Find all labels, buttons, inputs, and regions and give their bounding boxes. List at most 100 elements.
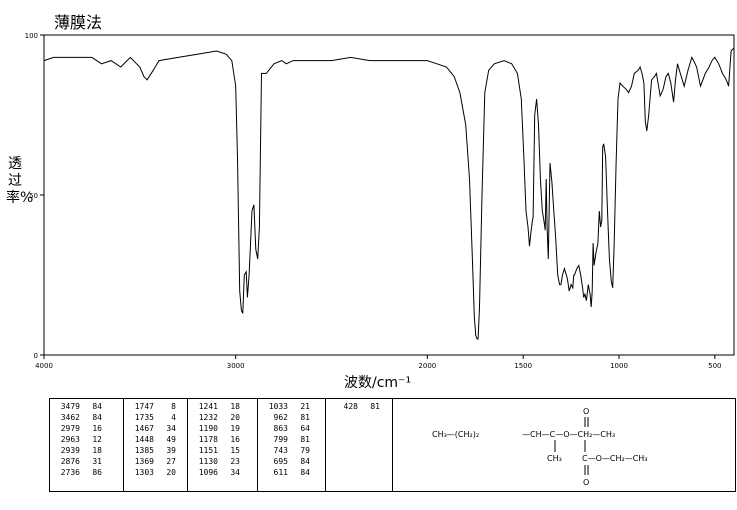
peak-transmittance: 4 bbox=[171, 413, 176, 422]
x-tick-label: 1500 bbox=[514, 362, 532, 370]
peak-transmittance: 84 bbox=[92, 413, 102, 422]
peak-wavenumber: 1735 bbox=[134, 413, 154, 422]
peak-column: 1241 18 1232 20 1190 19 1178 16 1151 15 1130 23 1096… bbox=[192, 401, 240, 478]
peak-wavenumber: 2979 bbox=[60, 424, 80, 433]
peak-row: 2963 12 bbox=[54, 434, 102, 445]
peak-row: 2876 31 bbox=[54, 456, 102, 467]
peak-wavenumber: 3462 bbox=[60, 413, 80, 422]
peak-row: 1241 18 bbox=[192, 401, 240, 412]
peak-transmittance: 19 bbox=[230, 424, 240, 433]
peak-row: 1130 23 bbox=[192, 456, 240, 467]
peak-transmittance: 12 bbox=[92, 435, 102, 444]
peak-wavenumber: 1033 bbox=[268, 402, 288, 411]
x-tick-label: 2000 bbox=[418, 362, 436, 370]
x-tick-label: 4000 bbox=[35, 362, 53, 370]
peak-transmittance: 64 bbox=[300, 424, 310, 433]
peak-row: 1467 34 bbox=[128, 423, 176, 434]
peak-column: 1033 21 962 81 863 64 799 81 743 79 695 84 611 84 bbox=[262, 401, 310, 478]
peak-wavenumber: 1151 bbox=[198, 446, 218, 455]
peak-row: 743 79 bbox=[262, 445, 310, 456]
peak-wavenumber: 863 bbox=[273, 424, 288, 433]
peak-row: 3479 84 bbox=[54, 401, 102, 412]
peak-row: 611 84 bbox=[262, 467, 310, 478]
x-tick-label: 500 bbox=[708, 362, 721, 370]
carbonyl-oxygen-top: O bbox=[583, 407, 589, 416]
peak-row: 1385 39 bbox=[128, 445, 176, 456]
x-axis-label: 波数/cm⁻¹ bbox=[344, 375, 412, 391]
peak-row: 3462 84 bbox=[54, 412, 102, 423]
peak-transmittance: 84 bbox=[300, 468, 310, 477]
peak-transmittance: 81 bbox=[300, 435, 310, 444]
peak-wavenumber: 1303 bbox=[134, 468, 154, 477]
peak-wavenumber: 611 bbox=[273, 468, 288, 477]
y-tick-label: 0 bbox=[34, 352, 38, 360]
peak-transmittance: 20 bbox=[230, 413, 240, 422]
peak-wavenumber: 1385 bbox=[134, 446, 154, 455]
peak-row: 1033 21 bbox=[262, 401, 310, 412]
peak-wavenumber: 1178 bbox=[198, 435, 218, 444]
peak-transmittance: 49 bbox=[166, 435, 176, 444]
y-tick-label: 50 bbox=[29, 192, 38, 200]
peak-row: 428 81 bbox=[332, 401, 380, 412]
peak-transmittance: 39 bbox=[166, 446, 176, 455]
peak-wavenumber: 1241 bbox=[198, 402, 218, 411]
peak-wavenumber: 428 bbox=[343, 402, 358, 411]
peak-row: 2736 86 bbox=[54, 467, 102, 478]
peak-transmittance: 86 bbox=[92, 468, 102, 477]
peak-wavenumber: 962 bbox=[273, 413, 288, 422]
peak-transmittance: 18 bbox=[230, 402, 240, 411]
peak-row: 962 81 bbox=[262, 412, 310, 423]
chain-left: CH₃—(CH₂)₂ bbox=[432, 430, 479, 439]
chart-title: 薄膜法 bbox=[54, 13, 103, 32]
ir-spectrum-chart: 4000 3000 2000 1500 1000 500 0 50 100 bbox=[25, 32, 735, 370]
peak-wavenumber: 1369 bbox=[134, 457, 154, 466]
peak-wavenumber: 1096 bbox=[198, 468, 218, 477]
peak-transmittance: 18 bbox=[92, 446, 102, 455]
peak-wavenumber: 2939 bbox=[60, 446, 80, 455]
peak-wavenumber: 2876 bbox=[60, 457, 80, 466]
peak-transmittance: 79 bbox=[300, 446, 310, 455]
table-divider bbox=[257, 399, 258, 491]
y-tick-label: 100 bbox=[25, 32, 38, 40]
x-tick-label: 3000 bbox=[227, 362, 245, 370]
carbonyl-oxygen-bottom: O bbox=[583, 478, 589, 487]
peak-transmittance: 15 bbox=[230, 446, 240, 455]
peak-transmittance: 23 bbox=[230, 457, 240, 466]
peak-row: 1151 15 bbox=[192, 445, 240, 456]
branch-methyl: CH₃ bbox=[547, 454, 562, 463]
table-divider bbox=[392, 399, 393, 491]
chain-main: —CH—C—O—CH₂—CH₃ bbox=[522, 430, 615, 439]
peak-transmittance: 84 bbox=[92, 402, 102, 411]
peak-row: 1303 20 bbox=[128, 467, 176, 478]
peak-row: 1735 4 bbox=[128, 412, 176, 423]
peak-transmittance: 34 bbox=[230, 468, 240, 477]
peak-wavenumber: 1448 bbox=[134, 435, 154, 444]
peak-column: 3479 84 3462 84 2979 16 2963 12 2939 18 2876 31 2736… bbox=[54, 401, 102, 478]
peak-wavenumber: 799 bbox=[273, 435, 288, 444]
peak-row: 695 84 bbox=[262, 456, 310, 467]
x-tick-label: 1000 bbox=[610, 362, 628, 370]
peak-transmittance: 16 bbox=[92, 424, 102, 433]
peak-wavenumber: 1190 bbox=[198, 424, 218, 433]
peak-transmittance: 34 bbox=[166, 424, 176, 433]
peak-row: 1178 16 bbox=[192, 434, 240, 445]
peak-row: 1232 20 bbox=[192, 412, 240, 423]
peak-transmittance: 16 bbox=[230, 435, 240, 444]
peak-wavenumber: 1467 bbox=[134, 424, 154, 433]
peak-wavenumber: 2736 bbox=[60, 468, 80, 477]
peak-row: 1190 19 bbox=[192, 423, 240, 434]
structural-formula: O CH₃—(CH₂)₂ —CH—C—O—CH₂—CH₃ CH₃ C—O—CH₂… bbox=[432, 407, 648, 487]
peak-column: 428 81 bbox=[332, 401, 380, 412]
peak-row: 1747 8 bbox=[128, 401, 176, 412]
peak-column: 1747 8 1735 4 1467 34 1448 49 1385 39 1369 27 1303 20 bbox=[128, 401, 176, 478]
peak-wavenumber: 3479 bbox=[60, 402, 80, 411]
table-divider bbox=[123, 399, 124, 491]
peak-transmittance: 21 bbox=[300, 402, 310, 411]
axis-ticks: 4000 3000 2000 1500 1000 500 0 50 100 bbox=[25, 32, 722, 370]
peak-wavenumber: 2963 bbox=[60, 435, 80, 444]
ester-branch: C—O—CH₂—CH₃ bbox=[582, 454, 648, 463]
plot-frame bbox=[43, 34, 735, 356]
peak-row: 863 64 bbox=[262, 423, 310, 434]
peak-wavenumber: 1130 bbox=[198, 457, 218, 466]
